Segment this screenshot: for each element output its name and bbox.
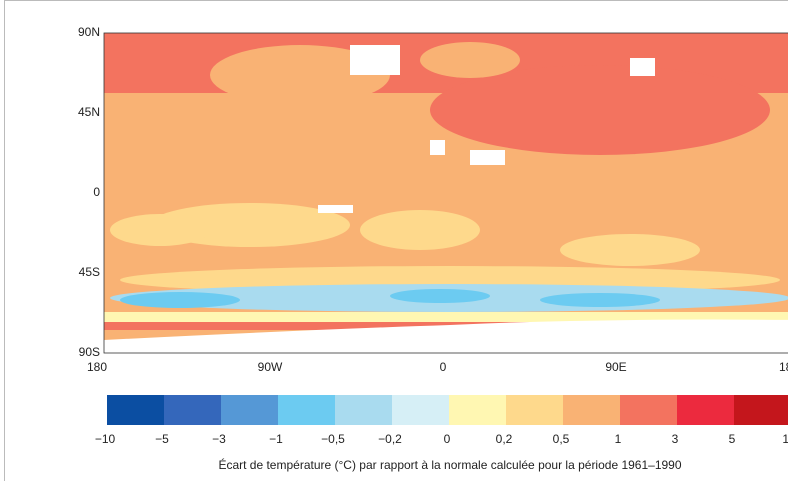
legend-swatch [506, 395, 563, 425]
longitude-label: 0 [440, 360, 447, 374]
legend-swatch [278, 395, 335, 425]
legend-tick-label: 0 [444, 432, 451, 446]
legend-tick-label: −3 [212, 432, 226, 446]
legend: −10 −5 −3 −1 −0,5 −0,2 0 0,2 0,5 1 3 5 10 [95, 395, 788, 446]
map-frame [103, 32, 788, 354]
axis-labels: 90N45N045S90S18090W090E180 [78, 25, 788, 374]
legend-tick-label: 0,2 [496, 432, 513, 446]
legend-swatch [449, 395, 506, 425]
longitude-label: 90E [605, 360, 626, 374]
legend-tick-label: 0,5 [553, 432, 570, 446]
legend-tick-label: 5 [729, 432, 736, 446]
legend-tick-label: −5 [155, 432, 169, 446]
legend-swatch [335, 395, 392, 425]
legend-tick-label: −10 [95, 432, 116, 446]
legend-swatch [107, 395, 164, 425]
legend-tick-label: 1 [615, 432, 622, 446]
latitude-label: 45S [79, 265, 100, 279]
legend-swatch [677, 395, 734, 425]
legend-swatch [620, 395, 677, 425]
legend-swatch [734, 395, 788, 425]
latitude-label: 0 [93, 185, 100, 199]
latitude-label: 90S [79, 345, 100, 359]
legend-tick-label: −1 [269, 432, 283, 446]
legend-swatch [221, 395, 278, 425]
legend-swatch [164, 395, 221, 425]
legend-tick-label: −0,5 [321, 432, 345, 446]
legend-caption: Écart de température (°C) par rapport à … [218, 457, 681, 472]
latitude-label: 45N [78, 105, 100, 119]
latitude-label: 90N [78, 25, 100, 39]
legend-swatch [392, 395, 449, 425]
legend-tick-label: 10 [782, 432, 788, 446]
longitude-label: 180 [87, 360, 107, 374]
map-field [104, 33, 788, 353]
legend-tick-label: −0,2 [378, 432, 402, 446]
longitude-label: 90W [258, 360, 283, 374]
longitude-label: 180 [779, 360, 788, 374]
legend-swatch [563, 395, 620, 425]
legend-tick-label: 3 [672, 432, 679, 446]
